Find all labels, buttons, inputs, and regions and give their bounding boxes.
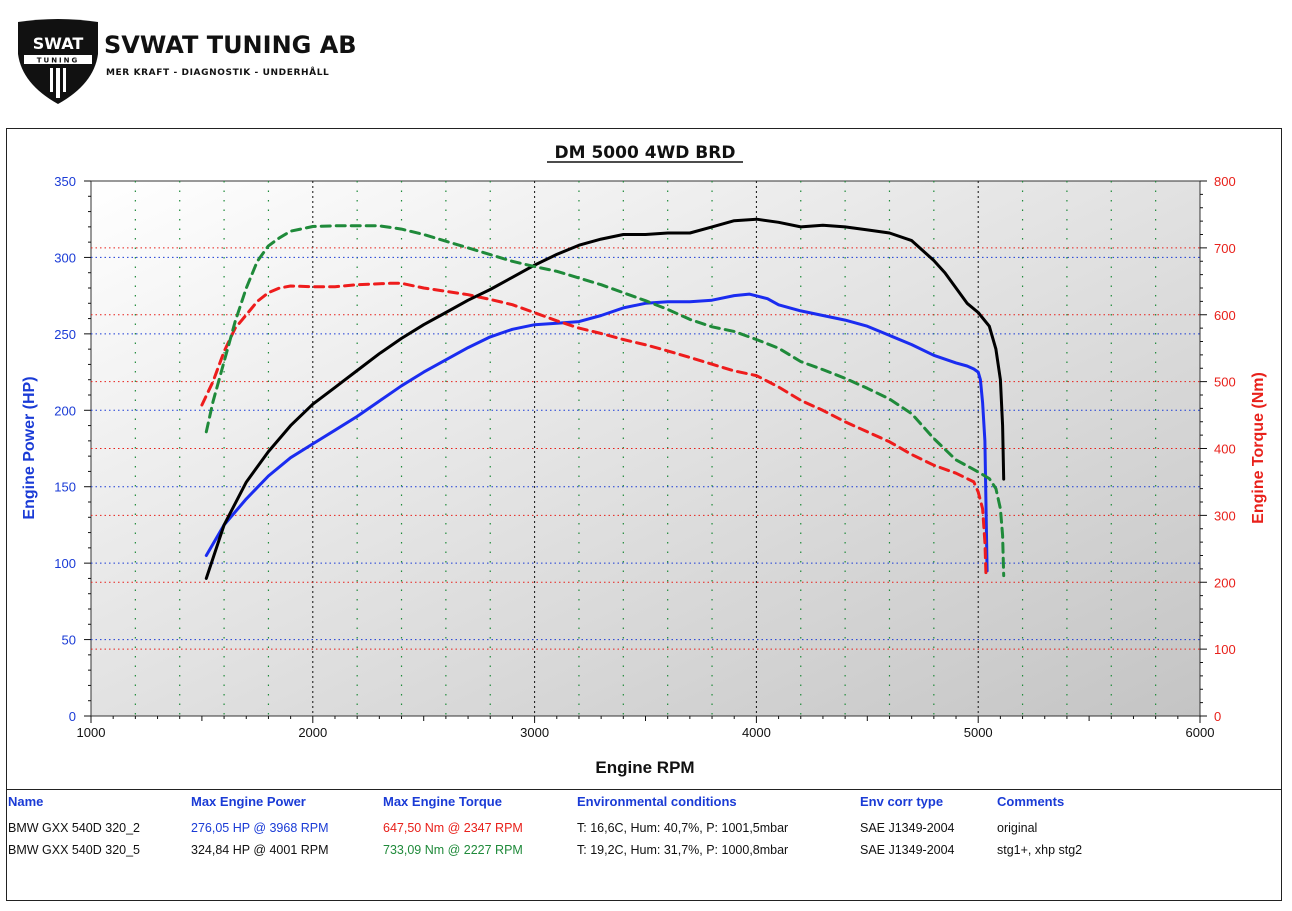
y-left-tick-label: 350 [54,174,76,189]
series-lines [200,217,1006,580]
company-tagline: MER KRAFT - DIAGNOSTIK - UNDERHÅLL [106,68,330,78]
y-right-tick-label: 0 [1214,709,1221,724]
y-left-tick-label: 150 [54,480,76,495]
row-env: T: 16,6C, Hum: 40,7%, P: 1001,5mbar [577,821,789,835]
logo-sub-text: TUNING [37,57,80,65]
dyno-report-frame: DM 5000 4WD BRD 1000 2000 3000 4000 5000 6000… [6,128,1282,901]
x-tick-label: 6000 [1186,725,1215,740]
row-max-torque: 733,09 Nm @ 2227 RPM [383,843,523,857]
series-power-curve-run-2 [204,217,1006,580]
x-axis-label: Engine RPM [595,758,694,777]
col-header-comments: Comments [997,794,1065,809]
y-right-tick-label: 100 [1214,642,1236,657]
swat-shield-logo-icon: SWAT TUNING [18,19,98,104]
col-header-name: Name [8,794,44,809]
results-table: Name Max Engine Power Max Engine Torque … [6,789,1282,901]
y-left-tick-label: 300 [54,250,76,265]
x-tick-label: 3000 [520,725,549,740]
series-power-curve-run-1 [204,292,989,573]
row-max-power: 276,05 HP @ 3968 RPM [191,821,329,835]
series-torque-curve-run-1 [200,281,988,578]
row-name: BMW GXX 540D 320_5 [8,843,141,857]
y-left-tick-label: 0 [69,709,76,724]
y-right-tick-label: 200 [1214,575,1236,590]
y-left-tick-label: 50 [62,633,76,648]
row-max-torque: 647,50 Nm @ 2347 RPM [383,821,523,835]
series-torque-curve-run-2 [204,224,1006,578]
y-right-tick-label: 500 [1214,375,1236,390]
dyno-chart: DM 5000 4WD BRD 1000 2000 3000 4000 5000 6000… [21,143,1267,777]
col-header-max-torque: Max Engine Torque [383,794,502,809]
row-name: BMW GXX 540D 320_2 [8,821,141,835]
chart-title: DM 5000 4WD BRD [555,143,736,163]
company-header: SWAT TUNING SVWAT TUNING AB MER KRAFT - … [0,0,370,118]
x-tick-label: 2000 [298,725,327,740]
row-max-power: 324,84 HP @ 4001 RPM [191,843,329,857]
x-tick-label: 1000 [77,725,106,740]
x-tick-label: 5000 [964,725,993,740]
y-right-tick-label: 600 [1214,308,1236,323]
company-name: SVWAT TUNING AB [104,31,357,59]
y-axis-left-label: Engine Power (HP) [21,376,38,519]
x-tick-label: 4000 [742,725,771,740]
row-env-corr: SAE J1349-2004 [860,821,955,835]
logo-mark-text: SWAT [33,34,84,53]
row-env: T: 19,2C, Hum: 31,7%, P: 1000,8mbar [577,843,789,857]
col-header-env: Environmental conditions [577,794,737,809]
y-left-tick-label: 200 [54,403,76,418]
y-left-tick-label: 100 [54,556,76,571]
axes: 1000 2000 3000 4000 5000 60000501001502002503… [54,174,1235,740]
row-comments: original [997,821,1038,835]
y-right-tick-label: 800 [1214,174,1236,189]
row-env-corr: SAE J1349-2004 [860,843,955,857]
col-header-env-corr: Env corr type [860,794,944,809]
y-right-tick-label: 400 [1214,442,1236,457]
col-header-max-power: Max Engine Power [191,794,306,809]
y-axis-right-label: Engine Torque (Nm) [1250,372,1267,524]
grid-lines [91,181,1200,716]
y-right-tick-label: 300 [1214,508,1236,523]
row-comments: stg1+, xhp stg2 [997,843,1083,857]
y-left-tick-label: 250 [54,327,76,342]
y-right-tick-label: 700 [1214,241,1236,256]
